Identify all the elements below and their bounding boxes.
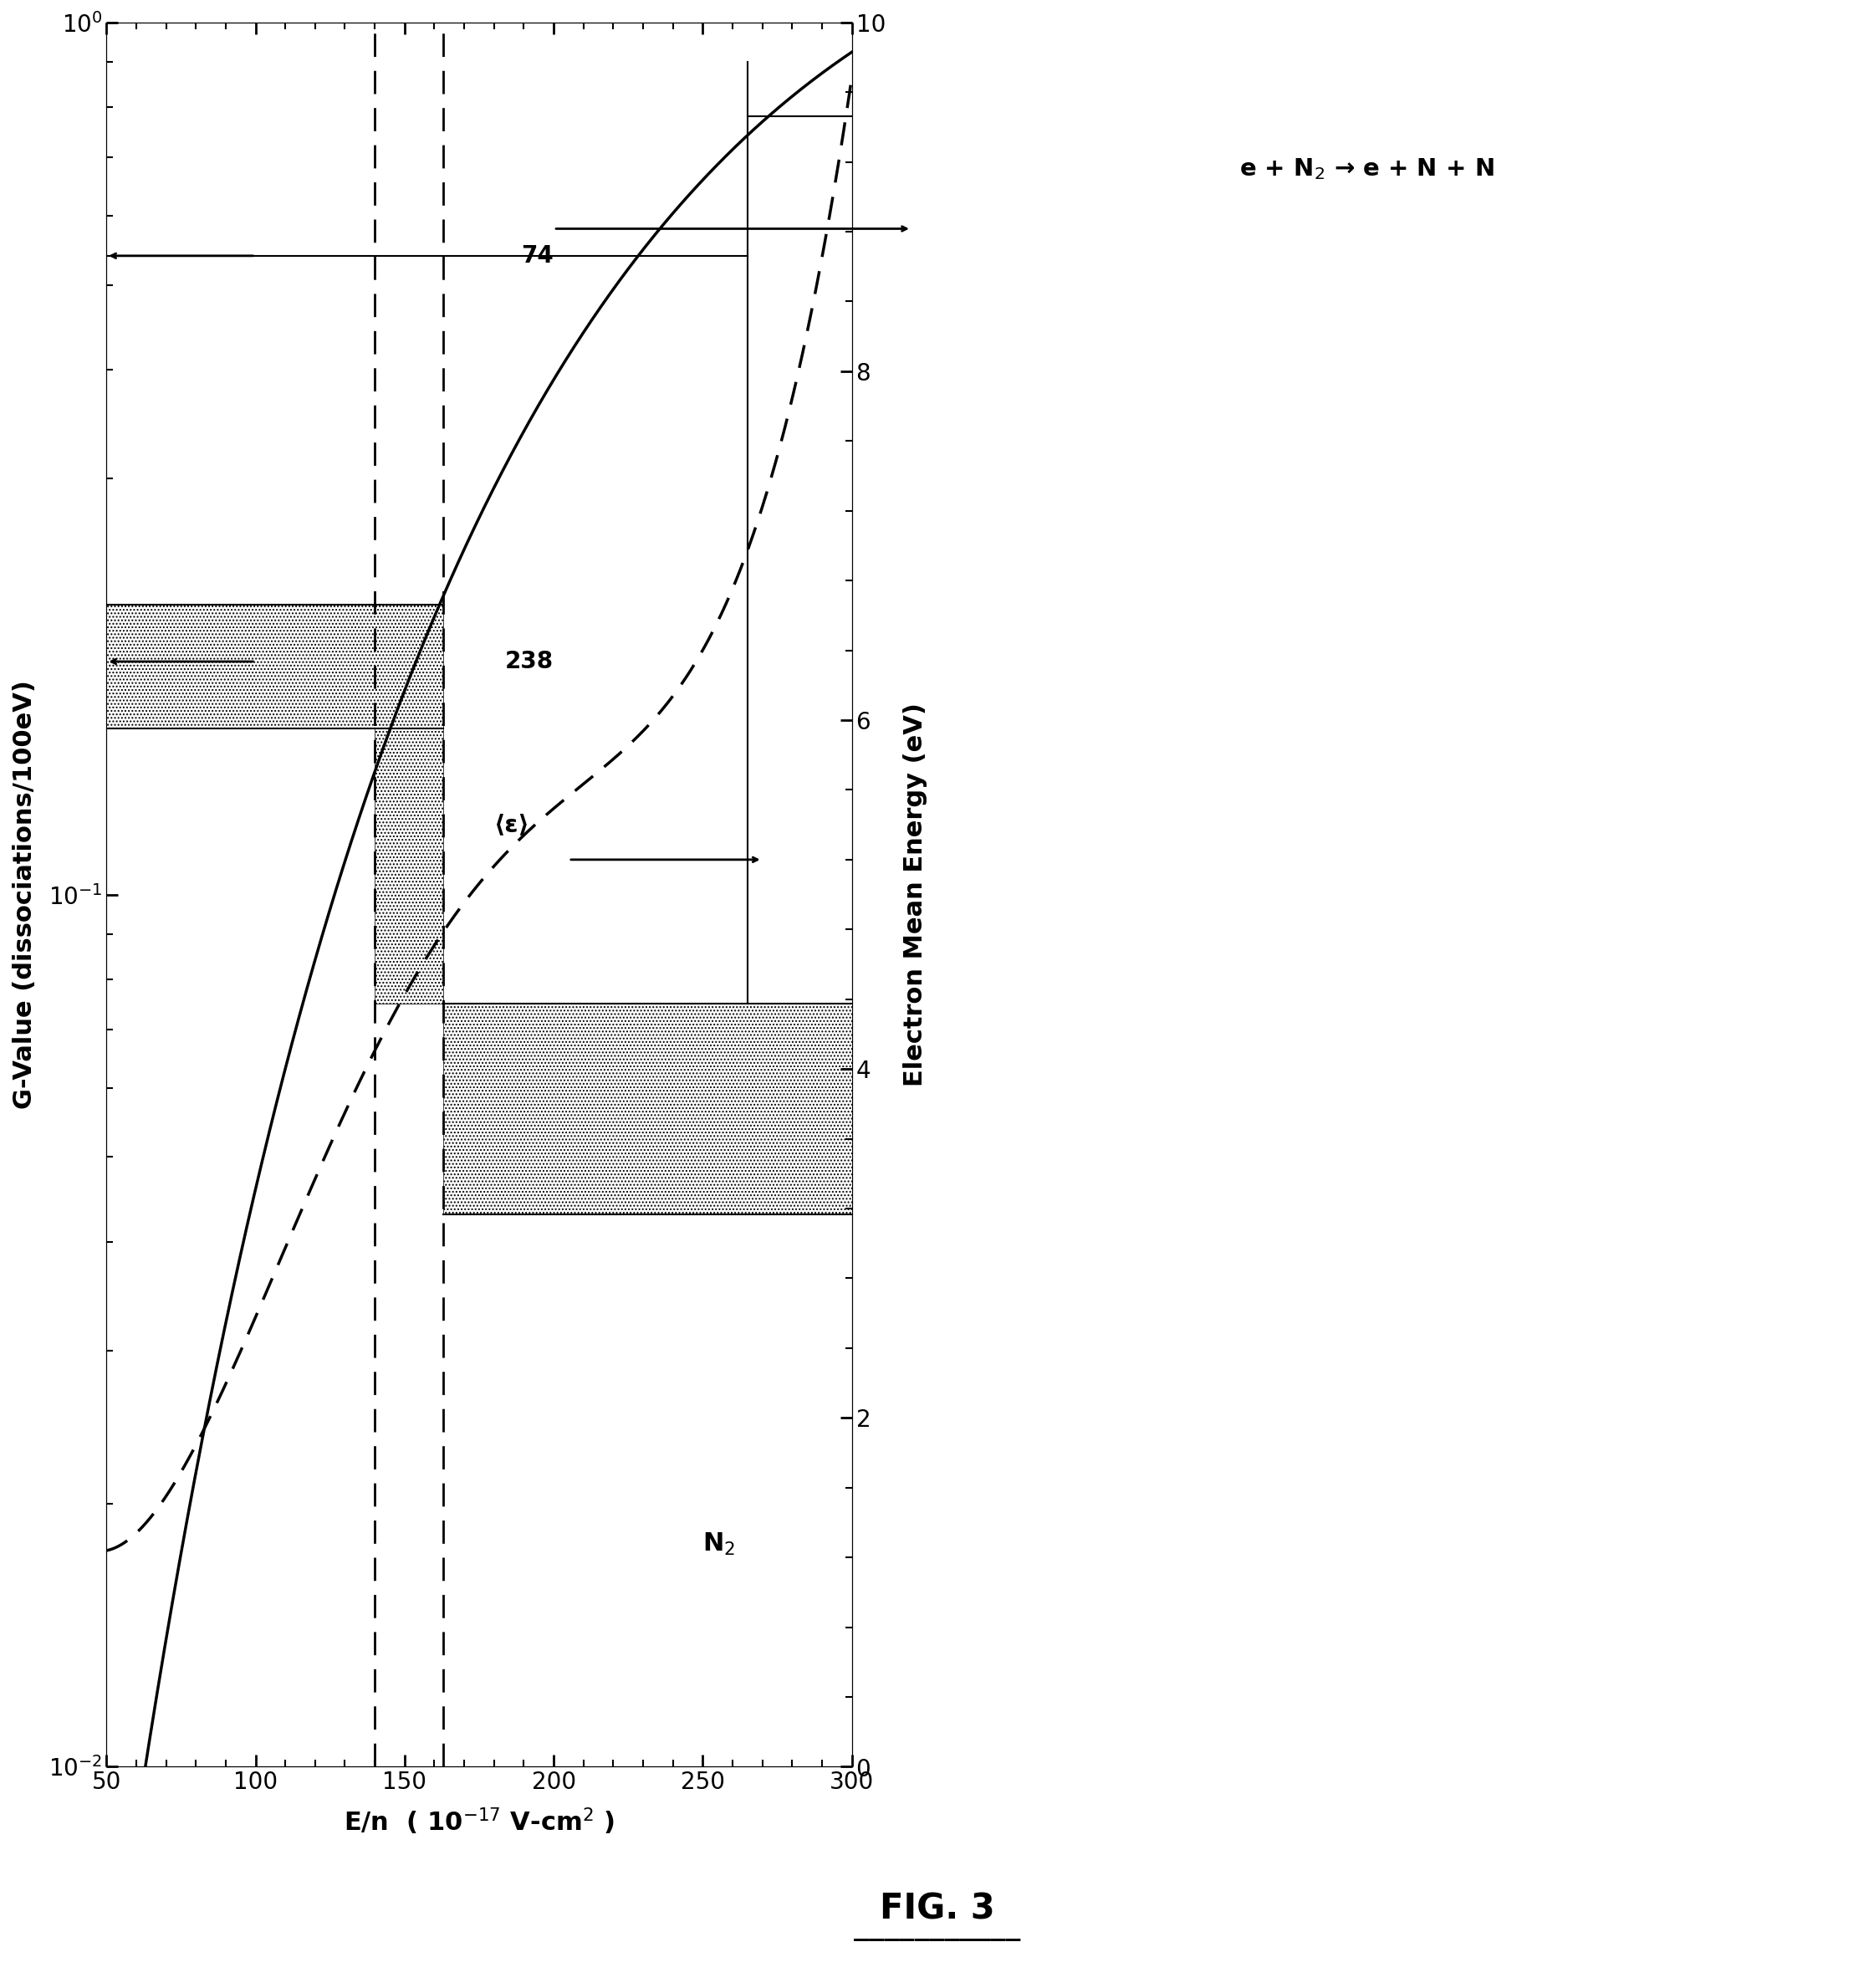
Y-axis label: G-Value (dissociations/100eV): G-Value (dissociations/100eV)	[13, 680, 37, 1109]
Y-axis label: Electron Mean Energy (eV): Electron Mean Energy (eV)	[903, 702, 928, 1087]
Text: FIG. 3: FIG. 3	[879, 1891, 995, 1926]
Text: ⟨ε⟩: ⟨ε⟩	[495, 813, 530, 837]
Text: ___________: ___________	[855, 1912, 1019, 1940]
Text: e + N$_2$ → e + N + N: e + N$_2$ → e + N + N	[1239, 157, 1494, 181]
X-axis label: E/n  ( 10$^{-17}$ V-cm$^{2}$ ): E/n ( 10$^{-17}$ V-cm$^{2}$ )	[343, 1805, 615, 1837]
Text: N$_2$: N$_2$	[703, 1531, 735, 1557]
Text: 74: 74	[521, 245, 553, 268]
Text: 238: 238	[504, 650, 553, 674]
